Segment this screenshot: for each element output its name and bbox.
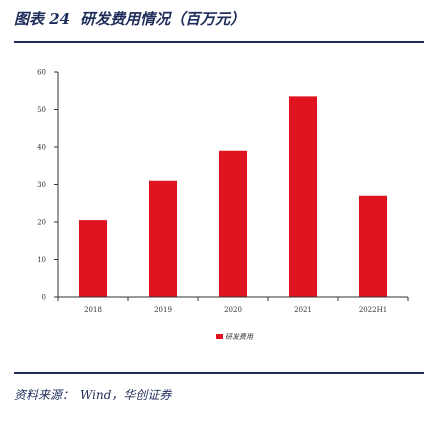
x-tick-label: 2021 (294, 306, 312, 314)
legend-label: 研发费用 (225, 333, 254, 341)
figure-title-text: 研发费用情况（百万元） (80, 10, 246, 28)
y-axis: 0 10 20 30 40 50 60 (37, 69, 59, 302)
y-tick-label: 0 (42, 294, 46, 302)
legend: 研发费用 (216, 333, 254, 341)
bar-chart: 0 10 20 30 40 50 60 2018 2019 2020 2021 2022H1 研发费… (37, 69, 409, 341)
y-tick-label: 20 (37, 219, 46, 227)
source-rule (14, 372, 424, 374)
y-tick-label: 60 (37, 69, 46, 77)
figure-label: 图表 24 (14, 10, 71, 28)
y-tick-label: 10 (37, 256, 46, 264)
x-axis: 2018 2019 2020 2021 2022H1 (57, 296, 409, 314)
bar-2018 (79, 220, 107, 297)
bars (79, 96, 387, 297)
y-tick-label: 30 (37, 181, 46, 189)
bar-2019 (149, 180, 177, 297)
bar-2020 (219, 150, 247, 297)
x-tick-label: 2019 (154, 306, 172, 314)
source-note: 资料来源： Wind，华创证券 (14, 386, 171, 403)
figure-title: 图表 24 研发费用情况（百万元） (14, 8, 245, 29)
title-rule (14, 41, 424, 43)
y-tick-label: 50 (37, 106, 46, 114)
y-tick-label: 40 (37, 144, 46, 152)
bar-2021 (289, 96, 317, 297)
bar-2022H1 (359, 195, 387, 297)
x-tick-label: 2022H1 (359, 306, 387, 314)
x-tick-label: 2018 (84, 306, 102, 314)
source-providers: Wind，华创证券 (80, 388, 172, 402)
legend-swatch (216, 334, 223, 339)
source-label: 资料来源： (14, 388, 75, 402)
x-tick-label: 2020 (224, 306, 242, 314)
